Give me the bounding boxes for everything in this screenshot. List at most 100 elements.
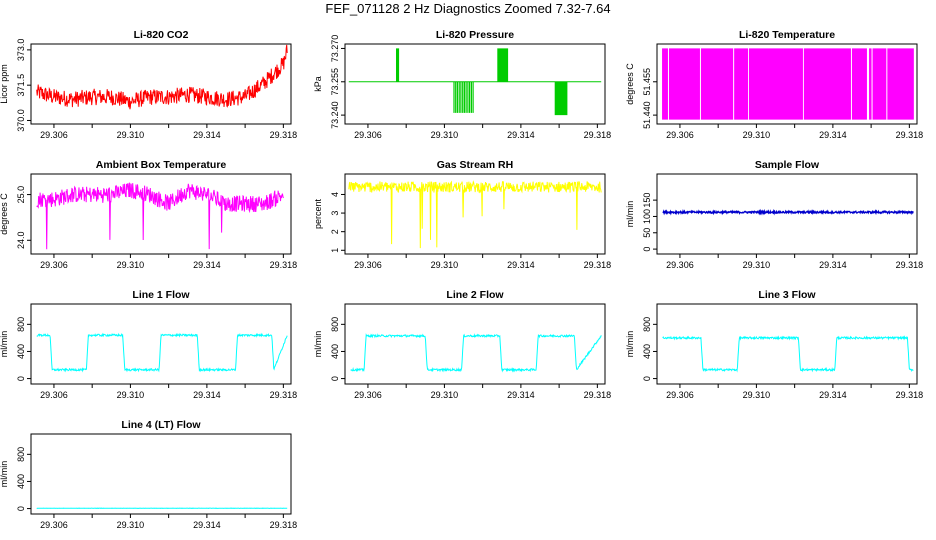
- pressure-spike: [396, 48, 400, 82]
- chart-line2: Line 2 Flow ml/min 29.306 29.310 29.314 29.31…: [313, 289, 611, 400]
- page-title: FEF_071128 2 Hz Diagnostics Zoomed 7.32-…: [325, 1, 611, 16]
- y-tick-label: 3: [330, 211, 340, 216]
- series-line: [662, 208, 914, 216]
- y-tick-label: 0: [642, 376, 652, 381]
- plot-frame: [344, 303, 606, 385]
- x-tick-label: 29.310: [431, 260, 459, 270]
- x-tick-label: 29.310: [117, 390, 145, 400]
- x-tick-label: 29.314: [819, 390, 847, 400]
- y-tick-label: 0: [16, 506, 26, 511]
- y-axis-label: percent: [313, 198, 323, 229]
- y-tick-label: 2: [330, 229, 340, 234]
- plot-frame: [30, 43, 292, 125]
- y-tick-label: 371.5: [16, 74, 26, 97]
- x-tick-label: 29.318: [270, 390, 298, 400]
- chart-title: Sample Flow: [755, 159, 820, 171]
- chart-pressure: Li-820 Pressure kPa 29.306 29.310 29.314 29.3…: [313, 29, 611, 140]
- x-tick-label: 29.314: [507, 260, 535, 270]
- y-tick-label: 1: [330, 248, 340, 253]
- plot-frame: [344, 173, 606, 255]
- pressure-spike: [554, 81, 568, 116]
- pressure-spike: [453, 81, 474, 113]
- y-tick-label: 0: [16, 376, 26, 381]
- y-axis-label: degrees C: [625, 63, 635, 105]
- x-tick-label: 29.318: [270, 260, 298, 270]
- chart-title: Ambient Box Temperature: [96, 159, 227, 171]
- plot-area: [36, 44, 288, 110]
- y-axis-label: ml/min: [313, 331, 323, 358]
- series-line: [36, 44, 288, 110]
- x-tick-label: 29.306: [354, 130, 382, 140]
- chart-title: Gas Stream RH: [437, 159, 513, 171]
- y-tick-label: 400: [16, 344, 26, 359]
- y-axis-label: ml/min: [625, 331, 635, 358]
- x-tick-label: 29.318: [584, 260, 612, 270]
- x-tick-label: 29.318: [270, 520, 298, 530]
- x-tick-label: 29.306: [40, 520, 68, 530]
- chart-title: Li-820 Temperature: [739, 29, 835, 41]
- x-tick-label: 29.314: [507, 130, 535, 140]
- x-tick-label: 29.310: [117, 260, 145, 270]
- x-tick-label: 29.318: [896, 130, 924, 140]
- series-line: [350, 333, 602, 373]
- x-tick-label: 29.318: [270, 130, 298, 140]
- y-axis-label: ml/min: [625, 201, 635, 228]
- y-tick-label: 370.0: [16, 109, 26, 132]
- chart-title: Line 1 Flow: [132, 289, 190, 301]
- y-axis-label: degrees C: [0, 193, 9, 235]
- x-tick-label: 29.314: [193, 520, 221, 530]
- x-tick-label: 29.314: [819, 130, 847, 140]
- y-tick-label: 800: [16, 447, 26, 462]
- x-tick-label: 29.306: [666, 390, 694, 400]
- y-tick-label: 400: [642, 344, 652, 359]
- chart-line4: Line 4 (LT) Flow ml/min 29.306 29.310 29.314…: [0, 419, 297, 530]
- y-tick-label: 0: [330, 376, 340, 381]
- y-axis-label: ml/min: [0, 461, 9, 488]
- x-tick-label: 29.306: [666, 130, 694, 140]
- plot-frame: [344, 43, 606, 125]
- x-tick-label: 29.318: [584, 130, 612, 140]
- x-tick-label: 29.310: [431, 130, 459, 140]
- series-line: [662, 335, 914, 373]
- y-tick-label: 73.270: [330, 35, 340, 63]
- y-axis-label: kPa: [313, 76, 323, 92]
- y-tick-label: 373.0: [16, 39, 26, 62]
- plot-area: [662, 48, 914, 120]
- x-tick-label: 29.310: [117, 130, 145, 140]
- plot-frame: [30, 173, 292, 255]
- plot-area: [350, 333, 602, 373]
- plot-frame: [30, 303, 292, 385]
- chart-ambient: Ambient Box Temperature degrees C 29.306 29…: [0, 159, 297, 270]
- x-tick-label: 29.306: [354, 390, 382, 400]
- x-tick-label: 29.310: [743, 260, 771, 270]
- chart-title: Li-820 Pressure: [436, 29, 514, 41]
- y-tick-label: 4: [330, 192, 340, 197]
- chart-temp: Li-820 Temperature degrees C 29.306 29.310 2…: [625, 29, 923, 140]
- y-tick-label: 51.440: [642, 101, 652, 129]
- x-tick-label: 29.318: [896, 260, 924, 270]
- y-tick-label: 800: [642, 317, 652, 332]
- plot-area: [36, 332, 288, 373]
- series-line: [36, 182, 284, 250]
- chart-line1: Line 1 Flow ml/min 29.306 29.310 29.314 29.31…: [0, 289, 297, 400]
- x-tick-label: 29.310: [117, 520, 145, 530]
- y-tick-label: 150: [642, 193, 652, 208]
- plot-frame: [656, 173, 918, 255]
- y-tick-label: 0: [642, 247, 652, 252]
- y-tick-label: 100: [642, 209, 652, 224]
- chart-co2: Li-820 CO2 Licor ppm 29.306 29.310 29.314 29.…: [0, 29, 297, 140]
- plot-area: [348, 180, 602, 249]
- y-tick-label: 800: [16, 317, 26, 332]
- pressure-spike: [497, 48, 509, 82]
- x-tick-label: 29.310: [743, 130, 771, 140]
- y-tick-label: 800: [330, 317, 340, 332]
- x-tick-label: 29.314: [193, 130, 221, 140]
- series-line: [662, 48, 914, 120]
- x-tick-label: 29.314: [819, 260, 847, 270]
- y-tick-label: 24.0: [16, 232, 26, 250]
- chart-sample: Sample Flow ml/min 29.306 29.310 29.314 29.31…: [625, 159, 923, 270]
- x-tick-label: 29.314: [507, 390, 535, 400]
- x-tick-label: 29.314: [193, 260, 221, 270]
- y-axis-label: Licor ppm: [0, 64, 9, 104]
